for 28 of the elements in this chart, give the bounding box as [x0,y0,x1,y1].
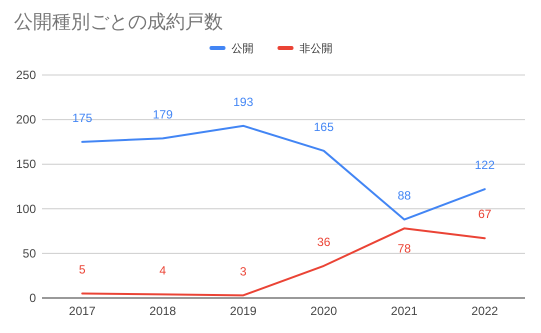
y-tick-label: 150 [16,157,36,172]
data-label: 78 [398,241,412,256]
data-label: 175 [72,110,93,125]
data-label: 165 [314,120,334,134]
x-tick-label: 2017 [68,304,96,318]
data-label: 122 [474,158,496,172]
y-tick-label: 200 [16,112,36,127]
x-tick-label: 2019 [230,304,257,318]
data-label: 67 [478,207,492,222]
y-tick-label: 100 [16,202,36,216]
data-label: 193 [233,94,254,109]
y-tick-label: 250 [16,68,36,82]
y-tick-label: 50 [22,246,36,260]
data-label: 4 [159,263,166,278]
data-label: 5 [78,262,86,277]
data-label: 36 [317,234,331,249]
x-tick-label: 2021 [390,304,418,318]
x-tick-label: 2020 [310,304,338,318]
data-label: 3 [240,264,247,278]
chart-title: 公開種別ごとの成約戸数 [14,12,223,33]
legend-label: 公開 [232,43,254,55]
data-label: 179 [152,107,174,122]
line-series [81,227,486,296]
x-tick-label: 2018 [149,304,176,318]
data-label: 88 [398,188,412,203]
y-tick-label: 0 [29,291,36,305]
legend-label: 非公開 [300,42,332,55]
x-tick-label: 2022 [471,304,498,318]
